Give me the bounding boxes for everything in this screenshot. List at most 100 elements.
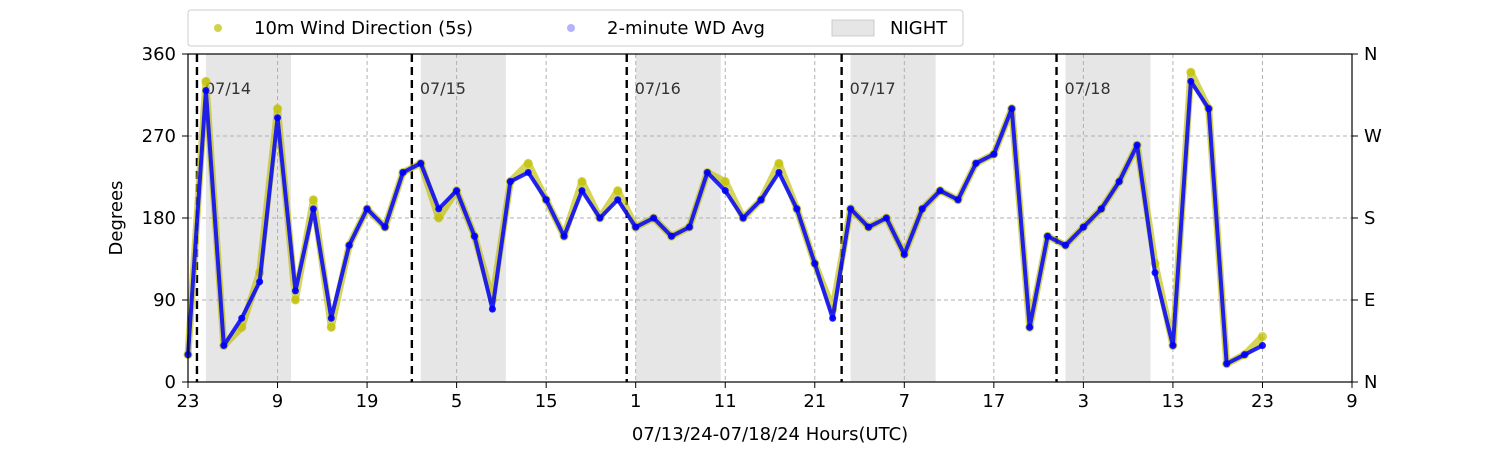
right-axis-label-0: N bbox=[1364, 372, 1377, 393]
data-point-1-36 bbox=[829, 314, 837, 322]
legend-marker-wd-avg bbox=[567, 24, 575, 32]
legend-label-wind-direction: 10m Wind Direction (5s) bbox=[254, 18, 473, 39]
data-point-1-33 bbox=[775, 168, 783, 176]
day-marker-label-3: 07/17 bbox=[850, 79, 896, 98]
data-point-1-52 bbox=[1115, 178, 1123, 186]
data-point-1-25 bbox=[632, 223, 640, 231]
data-point-1-46 bbox=[1008, 105, 1016, 113]
data-point-1-4 bbox=[256, 278, 264, 286]
data-point-0-19 bbox=[523, 158, 533, 168]
data-point-0-7 bbox=[308, 195, 318, 205]
x-tick-label-11: 13 bbox=[1161, 391, 1184, 412]
data-point-1-13 bbox=[417, 159, 425, 167]
data-point-1-18 bbox=[506, 178, 514, 186]
day-marker-label-4: 07/18 bbox=[1065, 79, 1111, 98]
data-point-1-21 bbox=[560, 232, 568, 240]
data-point-1-35 bbox=[811, 260, 819, 268]
data-point-0-6 bbox=[290, 295, 300, 305]
y-tick-label-2: 180 bbox=[142, 208, 176, 229]
data-point-1-11 bbox=[381, 223, 389, 231]
x-tick-label-4: 15 bbox=[535, 391, 558, 412]
data-point-0-5 bbox=[273, 104, 283, 114]
data-point-1-42 bbox=[936, 187, 944, 195]
data-point-1-41 bbox=[918, 205, 926, 213]
data-point-1-29 bbox=[703, 168, 711, 176]
y-tick-label-0: 0 bbox=[165, 372, 176, 393]
x-tick-label-7: 21 bbox=[803, 391, 826, 412]
data-point-1-38 bbox=[864, 223, 872, 231]
data-series bbox=[183, 67, 1267, 369]
legend-marker-night bbox=[831, 19, 875, 37]
data-point-1-51 bbox=[1097, 205, 1105, 213]
data-point-1-39 bbox=[882, 214, 890, 222]
data-point-1-26 bbox=[650, 214, 658, 222]
data-point-1-23 bbox=[596, 214, 604, 222]
data-point-1-22 bbox=[578, 187, 586, 195]
y-tick-label-4: 360 bbox=[142, 44, 176, 65]
data-point-1-10 bbox=[363, 205, 371, 213]
x-tick-label-8: 7 bbox=[899, 391, 910, 412]
data-point-0-14 bbox=[434, 213, 444, 223]
data-point-1-14 bbox=[435, 205, 443, 213]
x-tick-label-3: 5 bbox=[451, 391, 462, 412]
data-point-1-34 bbox=[793, 205, 801, 213]
series-1 bbox=[184, 77, 1266, 368]
x-tick-label-0: 23 bbox=[177, 391, 200, 412]
data-point-1-60 bbox=[1258, 342, 1266, 350]
right-axis-label-1: E bbox=[1364, 290, 1375, 311]
legend-box bbox=[187, 9, 964, 47]
data-point-1-47 bbox=[1026, 323, 1034, 331]
data-point-1-17 bbox=[488, 305, 496, 313]
right-axis-label-4: N bbox=[1364, 44, 1377, 65]
data-point-1-53 bbox=[1133, 141, 1141, 149]
data-point-1-24 bbox=[614, 196, 622, 204]
data-point-1-57 bbox=[1205, 105, 1213, 113]
data-point-1-5 bbox=[274, 114, 282, 122]
data-point-1-8 bbox=[327, 314, 335, 322]
legend-label-night: NIGHT bbox=[890, 18, 948, 39]
data-point-1-40 bbox=[900, 250, 908, 258]
right-axis-label-2: S bbox=[1364, 208, 1375, 229]
x-tick-label-6: 11 bbox=[714, 391, 737, 412]
y-tick-label-1: 90 bbox=[153, 290, 176, 311]
data-point-1-49 bbox=[1061, 241, 1069, 249]
data-point-1-48 bbox=[1044, 232, 1052, 240]
day-marker-label-2: 07/16 bbox=[635, 79, 681, 98]
data-point-1-32 bbox=[757, 196, 765, 204]
data-point-1-7 bbox=[309, 205, 317, 213]
x-tick-label-13: 9 bbox=[1346, 391, 1357, 412]
data-point-1-59 bbox=[1241, 351, 1249, 359]
data-point-1-54 bbox=[1151, 269, 1159, 277]
data-point-0-30 bbox=[720, 177, 730, 187]
y-tick-label-3: 270 bbox=[142, 126, 176, 147]
data-point-0-33 bbox=[774, 158, 784, 168]
day-marker-label-1: 07/15 bbox=[420, 79, 466, 98]
x-tick-label-1: 9 bbox=[272, 391, 283, 412]
x-tick-label-12: 23 bbox=[1251, 391, 1274, 412]
data-point-0-1 bbox=[201, 76, 211, 86]
data-point-1-44 bbox=[972, 159, 980, 167]
legend: 10m Wind Direction (5s) 2-minute WD Avg … bbox=[187, 9, 964, 47]
x-tick-label-10: 3 bbox=[1078, 391, 1089, 412]
data-point-1-27 bbox=[668, 232, 676, 240]
data-point-0-60 bbox=[1257, 331, 1267, 341]
data-point-1-2 bbox=[220, 342, 228, 350]
data-point-1-55 bbox=[1169, 342, 1177, 350]
data-point-1-30 bbox=[721, 187, 729, 195]
day-markers: 07/14 07/15 07/16 07/17 07/18 bbox=[195, 54, 1111, 382]
data-point-0-22 bbox=[577, 177, 587, 187]
x-tick-label-2: 19 bbox=[356, 391, 379, 412]
data-point-0-24 bbox=[613, 186, 623, 196]
legend-label-wd-avg: 2-minute WD Avg bbox=[607, 18, 765, 39]
x-tick-label-5: 1 bbox=[630, 391, 641, 412]
data-point-1-1 bbox=[202, 86, 210, 94]
data-point-1-50 bbox=[1079, 223, 1087, 231]
data-point-1-45 bbox=[990, 150, 998, 158]
data-point-1-37 bbox=[847, 205, 855, 213]
data-point-1-19 bbox=[524, 168, 532, 176]
data-point-1-6 bbox=[291, 287, 299, 295]
data-point-1-15 bbox=[453, 187, 461, 195]
right-axis-label-3: W bbox=[1364, 126, 1382, 147]
